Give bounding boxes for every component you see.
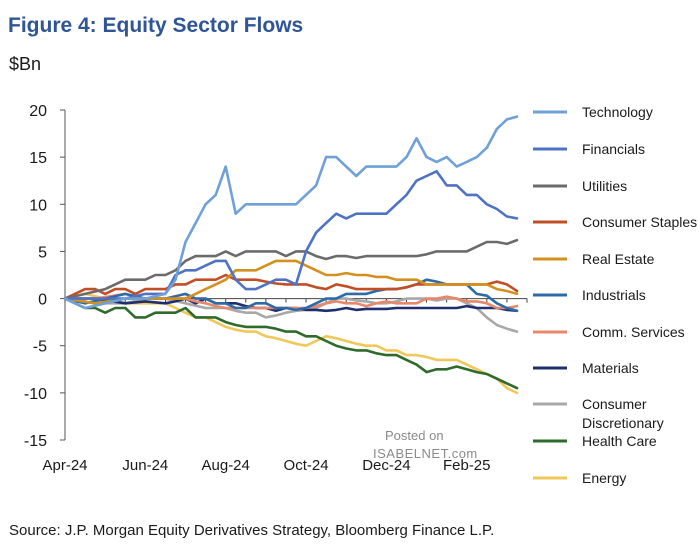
x-tick-label: Apr-24: [42, 457, 87, 474]
legend-label: Consumer: [582, 396, 647, 412]
y-unit-label: $Bn: [9, 54, 42, 74]
legend-group: Technology Financials Utilities Consumer St…: [533, 104, 697, 486]
watermark-line1: Posted on: [385, 428, 444, 443]
series-group: [63, 115, 519, 395]
x-tick-label: Oct-24: [284, 457, 329, 474]
series-line-utilities: [63, 238, 519, 300]
series-line-real-estate: [63, 259, 519, 305]
legend-label: Health Care: [582, 433, 657, 449]
legend-label: Financials: [582, 141, 645, 157]
legend-label: Energy: [582, 470, 626, 486]
series-line-financials: [63, 170, 519, 300]
legend-label: Real Estate: [582, 251, 655, 267]
series-line-technology: [63, 115, 519, 310]
legend-label: Discretionary: [582, 415, 664, 431]
legend-label: Technology: [582, 104, 653, 120]
chart-title: Figure 4: Equity Sector Flows: [8, 14, 304, 37]
legend-label: Consumer Staples: [582, 214, 697, 230]
x-tick-label: Feb-25: [443, 457, 491, 474]
axes-group: 20 15 10 5 0 -5 -10 -15 Apr-24 Jun-24 Aug-24 Oct-24…: [24, 103, 528, 474]
watermark-line2: ISABELNET.com: [373, 446, 478, 461]
y-tick-label: -10: [24, 386, 47, 403]
source-note: Source: J.P. Morgan Equity Derivatives S…: [9, 522, 495, 539]
y-tick-label: 15: [29, 150, 47, 167]
y-tick-label: -15: [24, 433, 47, 450]
y-tick-label: 10: [29, 197, 47, 214]
series-line-comm-services: [63, 292, 519, 310]
x-tick-label: Aug-24: [202, 457, 250, 474]
y-tick-label: -5: [33, 339, 47, 356]
x-tick-label: Dec-24: [362, 457, 410, 474]
legend-label: Comm. Services: [582, 324, 685, 340]
legend-label: Materials: [582, 360, 639, 376]
series-line-health-care: [63, 297, 519, 390]
y-tick-label: 0: [38, 292, 47, 309]
series-line-energy: [63, 292, 519, 395]
legend-label: Industrials: [582, 287, 646, 303]
x-tick-label: Jun-24: [122, 457, 168, 474]
legend-label: Utilities: [582, 178, 627, 194]
y-tick-label: 20: [29, 103, 47, 120]
watermark: Posted on ISABELNET.com: [373, 428, 478, 461]
y-tick-label: 5: [38, 244, 47, 261]
